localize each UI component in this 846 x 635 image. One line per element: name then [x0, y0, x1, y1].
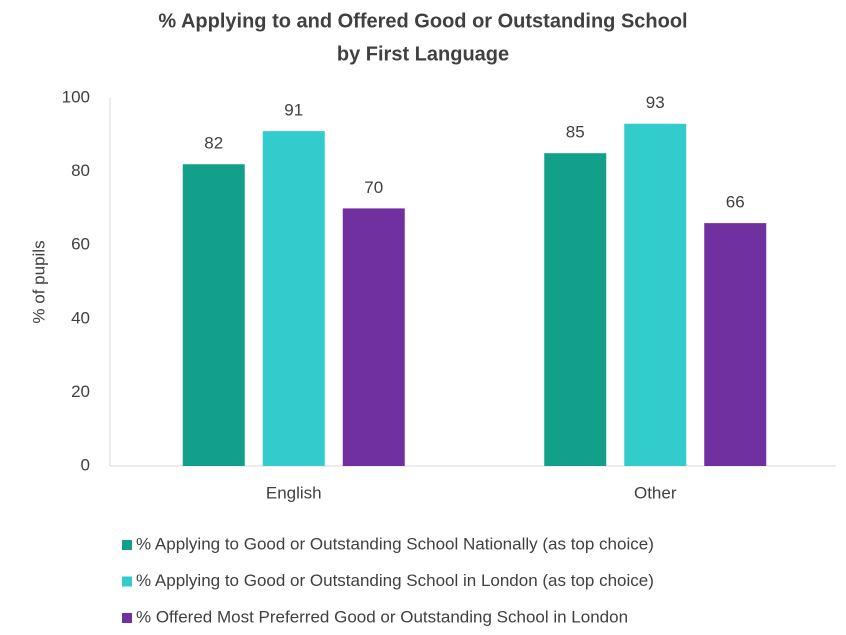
bar [262, 131, 325, 466]
data-label: 70 [364, 178, 383, 197]
chart-title: by First Language [337, 43, 509, 65]
data-label: 85 [566, 123, 585, 142]
bar [624, 123, 687, 466]
y-tick-label: 60 [71, 235, 90, 254]
data-label: 93 [646, 93, 665, 112]
data-label: 66 [726, 193, 745, 212]
y-tick-label: 80 [71, 161, 90, 180]
bar [704, 223, 767, 466]
y-tick-label: 40 [71, 308, 90, 327]
y-tick-label: 0 [81, 455, 90, 474]
chart-title: % Applying to and Offered Good or Outsta… [158, 10, 687, 32]
y-tick-label: 20 [71, 382, 90, 401]
bar [182, 164, 245, 467]
x-tick-label: Other [634, 483, 677, 502]
legend-swatch [122, 576, 132, 587]
x-tick-label: English [266, 483, 322, 502]
legend-swatch [122, 613, 132, 623]
legend-label: % Applying to Good or Outstanding School… [136, 571, 654, 590]
y-axis-label: % of pupils [29, 240, 48, 323]
data-label: 82 [204, 134, 223, 153]
bar [342, 208, 405, 466]
legend-label: % Applying to Good or Outstanding School… [136, 534, 654, 553]
legend-swatch [122, 540, 132, 550]
bar [544, 153, 607, 466]
y-tick-label: 100 [62, 87, 90, 106]
legend-label: % Offered Most Preferred Good or Outstan… [136, 607, 628, 626]
data-label: 91 [284, 101, 303, 120]
